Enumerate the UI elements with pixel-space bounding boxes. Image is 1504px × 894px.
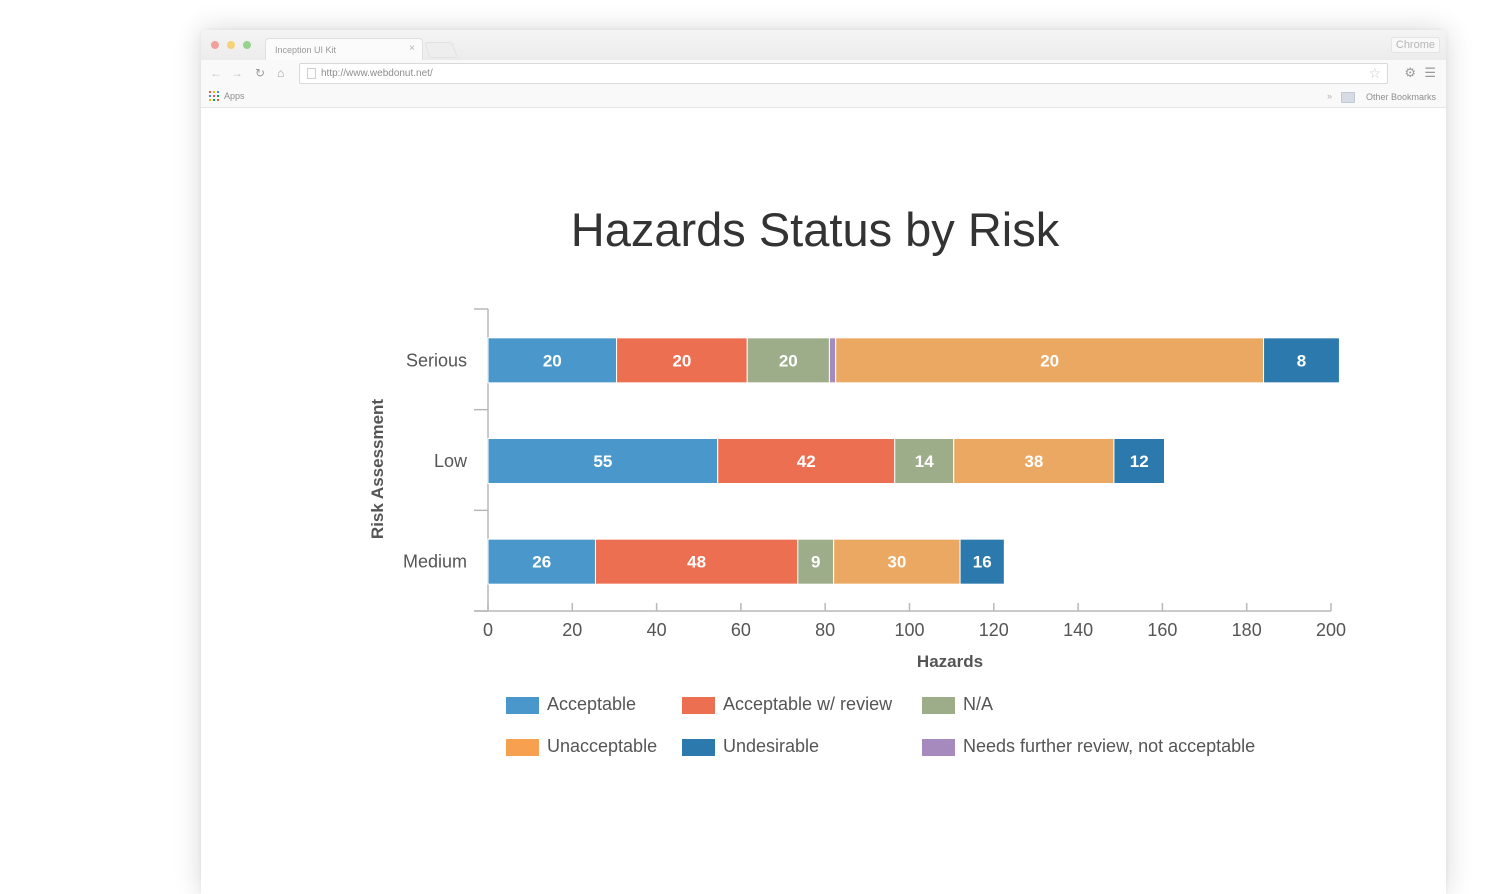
x-tick-label: 40 — [647, 620, 667, 640]
browser-window: Inception UI Kit × Chrome ← → ↻ ⌂ http:/… — [201, 30, 1446, 894]
bar-segment — [487, 438, 719, 484]
browser-tab[interactable]: Inception UI Kit × — [265, 38, 423, 61]
tab-close-icon[interactable]: × — [409, 43, 415, 54]
bar-segment — [1113, 438, 1166, 484]
y-category-label: Medium — [403, 552, 467, 572]
x-tick-label: 160 — [1147, 620, 1177, 640]
bar-data-label: 12 — [1130, 452, 1149, 471]
browser-toolbar: ← → ↻ ⌂ http://www.webdonut.net/ ☆ ⚙ ☰ — [201, 60, 1446, 88]
apps-grid-icon[interactable] — [209, 91, 219, 101]
legend-swatch — [922, 697, 955, 714]
legend-swatch — [682, 739, 715, 756]
legend-swatch — [922, 739, 955, 756]
gear-icon[interactable]: ⚙ — [1404, 65, 1416, 80]
bar-segment — [487, 538, 596, 585]
legend-label: N/A — [963, 694, 993, 714]
bar-data-label: 48 — [687, 553, 706, 572]
legend-swatch — [506, 697, 539, 714]
bar-segment — [894, 438, 955, 484]
tab-title: Inception UI Kit — [275, 45, 337, 55]
legend-label: Needs further review, not acceptable — [963, 736, 1255, 756]
browser-app-label: Chrome — [1390, 37, 1440, 53]
y-category-label: Low — [434, 451, 468, 471]
bar-data-label: 8 — [1297, 351, 1306, 370]
bar-segment — [487, 337, 618, 384]
bar-data-label: 20 — [779, 351, 798, 370]
bar-data-label: 20 — [543, 351, 562, 370]
home-icon[interactable]: ⌂ — [277, 66, 285, 80]
x-tick-label: 180 — [1232, 620, 1262, 640]
browser-titlebar: Inception UI Kit × Chrome — [201, 30, 1446, 61]
bar-segment — [953, 438, 1115, 484]
bookmarks-apps-link[interactable]: Apps — [224, 91, 245, 101]
x-tick-label: 60 — [731, 620, 751, 640]
bar-segment — [746, 337, 830, 384]
bar-data-label: 26 — [532, 553, 551, 572]
close-window-icon[interactable] — [211, 41, 219, 49]
x-tick-label: 120 — [979, 620, 1009, 640]
bar-data-label: 20 — [1040, 351, 1059, 370]
folder-icon[interactable] — [1341, 92, 1355, 103]
forward-arrow-icon[interactable]: → — [231, 66, 243, 80]
maximize-window-icon[interactable] — [243, 41, 251, 49]
x-tick-label: 100 — [894, 620, 924, 640]
bar-segment — [828, 337, 837, 384]
legend-swatch — [506, 739, 539, 756]
bar-data-label: 9 — [811, 553, 820, 572]
bar-data-label: 20 — [672, 351, 691, 370]
bookmarks-bar: Apps » Other Bookmarks — [201, 88, 1446, 108]
chart-legend: Acceptable Acceptable w/ review N/A Unaccep… — [506, 694, 1255, 756]
star-icon[interactable]: ☆ — [1368, 65, 1381, 81]
x-tick-label: 200 — [1316, 620, 1346, 640]
legend-label: Acceptable w/ review — [723, 694, 893, 714]
x-tick-label: 20 — [562, 620, 582, 640]
bookmarks-chevron-icon[interactable]: » — [1326, 91, 1332, 101]
address-bar-url: http://www.webdonut.net/ — [321, 68, 433, 79]
reload-icon[interactable]: ↻ — [255, 66, 266, 80]
bar-data-label: 16 — [973, 553, 992, 572]
other-bookmarks-link[interactable]: Other Bookmarks — [1365, 92, 1436, 102]
chart-title: Hazards Status by Risk — [571, 203, 1060, 256]
x-axis-title: Hazards — [917, 652, 983, 671]
hamburger-menu-icon[interactable]: ☰ — [1424, 65, 1436, 80]
bar-segment — [1263, 337, 1340, 384]
bar-segment — [594, 538, 799, 585]
x-tick-label: 140 — [1063, 620, 1093, 640]
legend-label: Unacceptable — [547, 736, 657, 756]
bar-data-label: 30 — [887, 553, 906, 572]
bar-segment — [835, 337, 1265, 384]
legend-label: Undesirable — [723, 736, 819, 756]
bar-segment — [616, 337, 748, 384]
address-bar[interactable]: http://www.webdonut.net/ ☆ — [299, 63, 1388, 84]
legend-label: Acceptable — [547, 694, 636, 714]
bar-segment — [959, 538, 1005, 585]
bar-data-label: 55 — [593, 452, 612, 471]
legend-swatch — [682, 697, 715, 714]
bar-data-label: 14 — [915, 452, 934, 471]
y-axis-title: Risk Assessment — [368, 399, 387, 540]
bar-data-label: 42 — [797, 452, 816, 471]
bar-data-label: 38 — [1024, 452, 1043, 471]
plot-area: 0 20 40 60 80 100 120 140 160 180 200 Serious 20 20 20… — [403, 308, 1346, 640]
bar-segment — [833, 538, 961, 585]
page-icon — [307, 68, 316, 79]
x-tick-label: 0 — [483, 620, 493, 640]
y-category-label: Serious — [406, 350, 467, 370]
x-tick-label: 80 — [815, 620, 835, 640]
minimize-window-icon[interactable] — [227, 41, 235, 49]
back-arrow-icon[interactable]: ← — [210, 66, 222, 80]
